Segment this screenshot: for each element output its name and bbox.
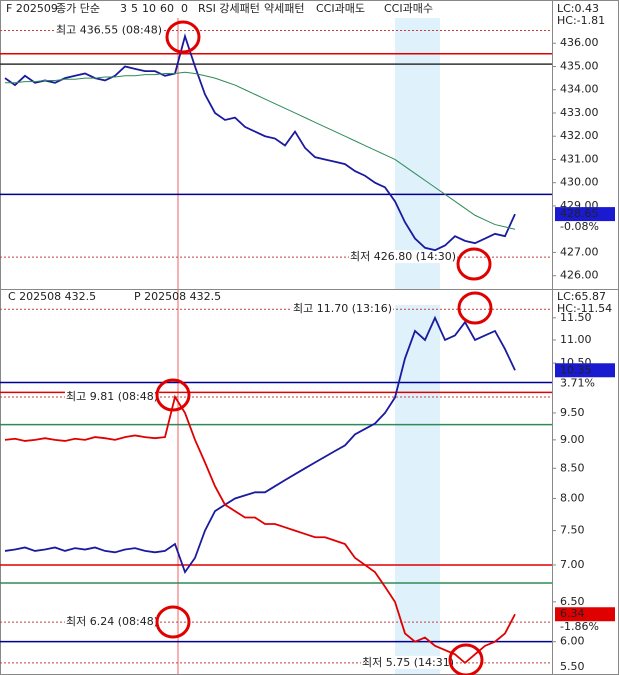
y-tick-label: 8.50 <box>560 461 585 474</box>
highlight-band <box>395 305 440 675</box>
y-tick-label: 5.50 <box>560 660 585 673</box>
y-tick-label: 431.00 <box>560 152 599 165</box>
header-item: 5 <box>131 2 138 15</box>
lc-label: LC:65.87 <box>557 290 606 303</box>
annotation-bg <box>361 655 456 669</box>
y-tick-label: 435.00 <box>560 59 599 72</box>
annotation: 최저 5.75 (14:31) <box>362 656 454 669</box>
header-item: P 202508 432.5 <box>134 290 221 303</box>
header-item: 약세패턴 <box>264 1 304 15</box>
current-value: 428.65 <box>560 207 599 220</box>
header-item: CCI과매도 <box>316 2 365 15</box>
annotation-bg <box>65 615 160 629</box>
header-item: F 202509 <box>6 2 58 15</box>
current-change: 3.71% <box>560 376 595 389</box>
price-line <box>4 315 516 575</box>
header-item: 0 <box>181 2 188 15</box>
highlight-circle <box>165 20 201 54</box>
annotation-bg <box>65 389 160 403</box>
highlight-circle <box>457 291 493 325</box>
header-item: CCI과매수 <box>384 2 433 15</box>
current-box <box>555 207 615 222</box>
annotation: 최고 11.70 (13:16) <box>293 302 392 315</box>
y-tick-label: 8.00 <box>560 491 585 504</box>
y-tick-label: 426.00 <box>560 269 599 282</box>
y-tick-label: 434.00 <box>560 83 599 96</box>
y-tick-label: 430.00 <box>560 176 599 189</box>
header-item: RSI 강세패턴 <box>198 2 260 15</box>
annotation-bg <box>292 302 394 316</box>
header-item: 종가 단순 <box>56 2 100 15</box>
highlight-circle <box>155 378 191 412</box>
current-change: -0.08% <box>560 220 599 233</box>
current-value: 6.34 <box>560 607 585 620</box>
y-tick-label: 9.50 <box>560 406 585 419</box>
price-line <box>5 71 516 230</box>
highlight-circle <box>155 605 191 639</box>
annotation-bg <box>55 23 164 37</box>
y-tick-label: 6.00 <box>560 635 585 648</box>
header-item: C 202508 432.5 <box>8 290 96 303</box>
hc-label: HC:-1.81 <box>557 14 605 27</box>
current-change: -1.86% <box>560 620 599 633</box>
y-tick-label: 11.00 <box>560 333 592 346</box>
hc-label: HC:-11.54 <box>557 302 612 315</box>
y-tick-label: 6.50 <box>560 595 585 608</box>
current-box <box>555 607 615 622</box>
annotation: 최고 9.81 (08:48) <box>66 390 158 403</box>
y-tick-label: 11.50 <box>560 311 592 324</box>
highlight-circle <box>456 247 492 281</box>
current-box <box>555 363 615 378</box>
header-item: 10 <box>142 2 156 15</box>
y-tick-label: 432.00 <box>560 129 599 142</box>
y-tick-label: 436.00 <box>560 36 599 49</box>
highlight-circle <box>448 643 484 675</box>
lc-label: LC:0.43 <box>557 2 599 15</box>
annotation: 최저 426.80 (14:30) <box>350 250 456 263</box>
annotation: 최고 436.55 (08:48) <box>56 23 162 36</box>
price-line <box>4 33 516 252</box>
y-tick-label: 9.00 <box>560 433 585 446</box>
y-tick-label: 427.00 <box>560 245 599 258</box>
price-line <box>4 394 516 665</box>
y-tick-label: 7.50 <box>560 524 585 537</box>
annotation: 최저 6.24 (08:48) <box>66 615 158 628</box>
header-item: 60 <box>160 2 174 15</box>
y-tick-label: 7.00 <box>560 558 585 571</box>
header-item: 3 <box>120 2 127 15</box>
highlight-band <box>395 18 440 289</box>
annotation-bg <box>349 250 458 264</box>
current-value: 10.35 <box>560 363 592 376</box>
y-tick-label: 433.00 <box>560 106 599 119</box>
